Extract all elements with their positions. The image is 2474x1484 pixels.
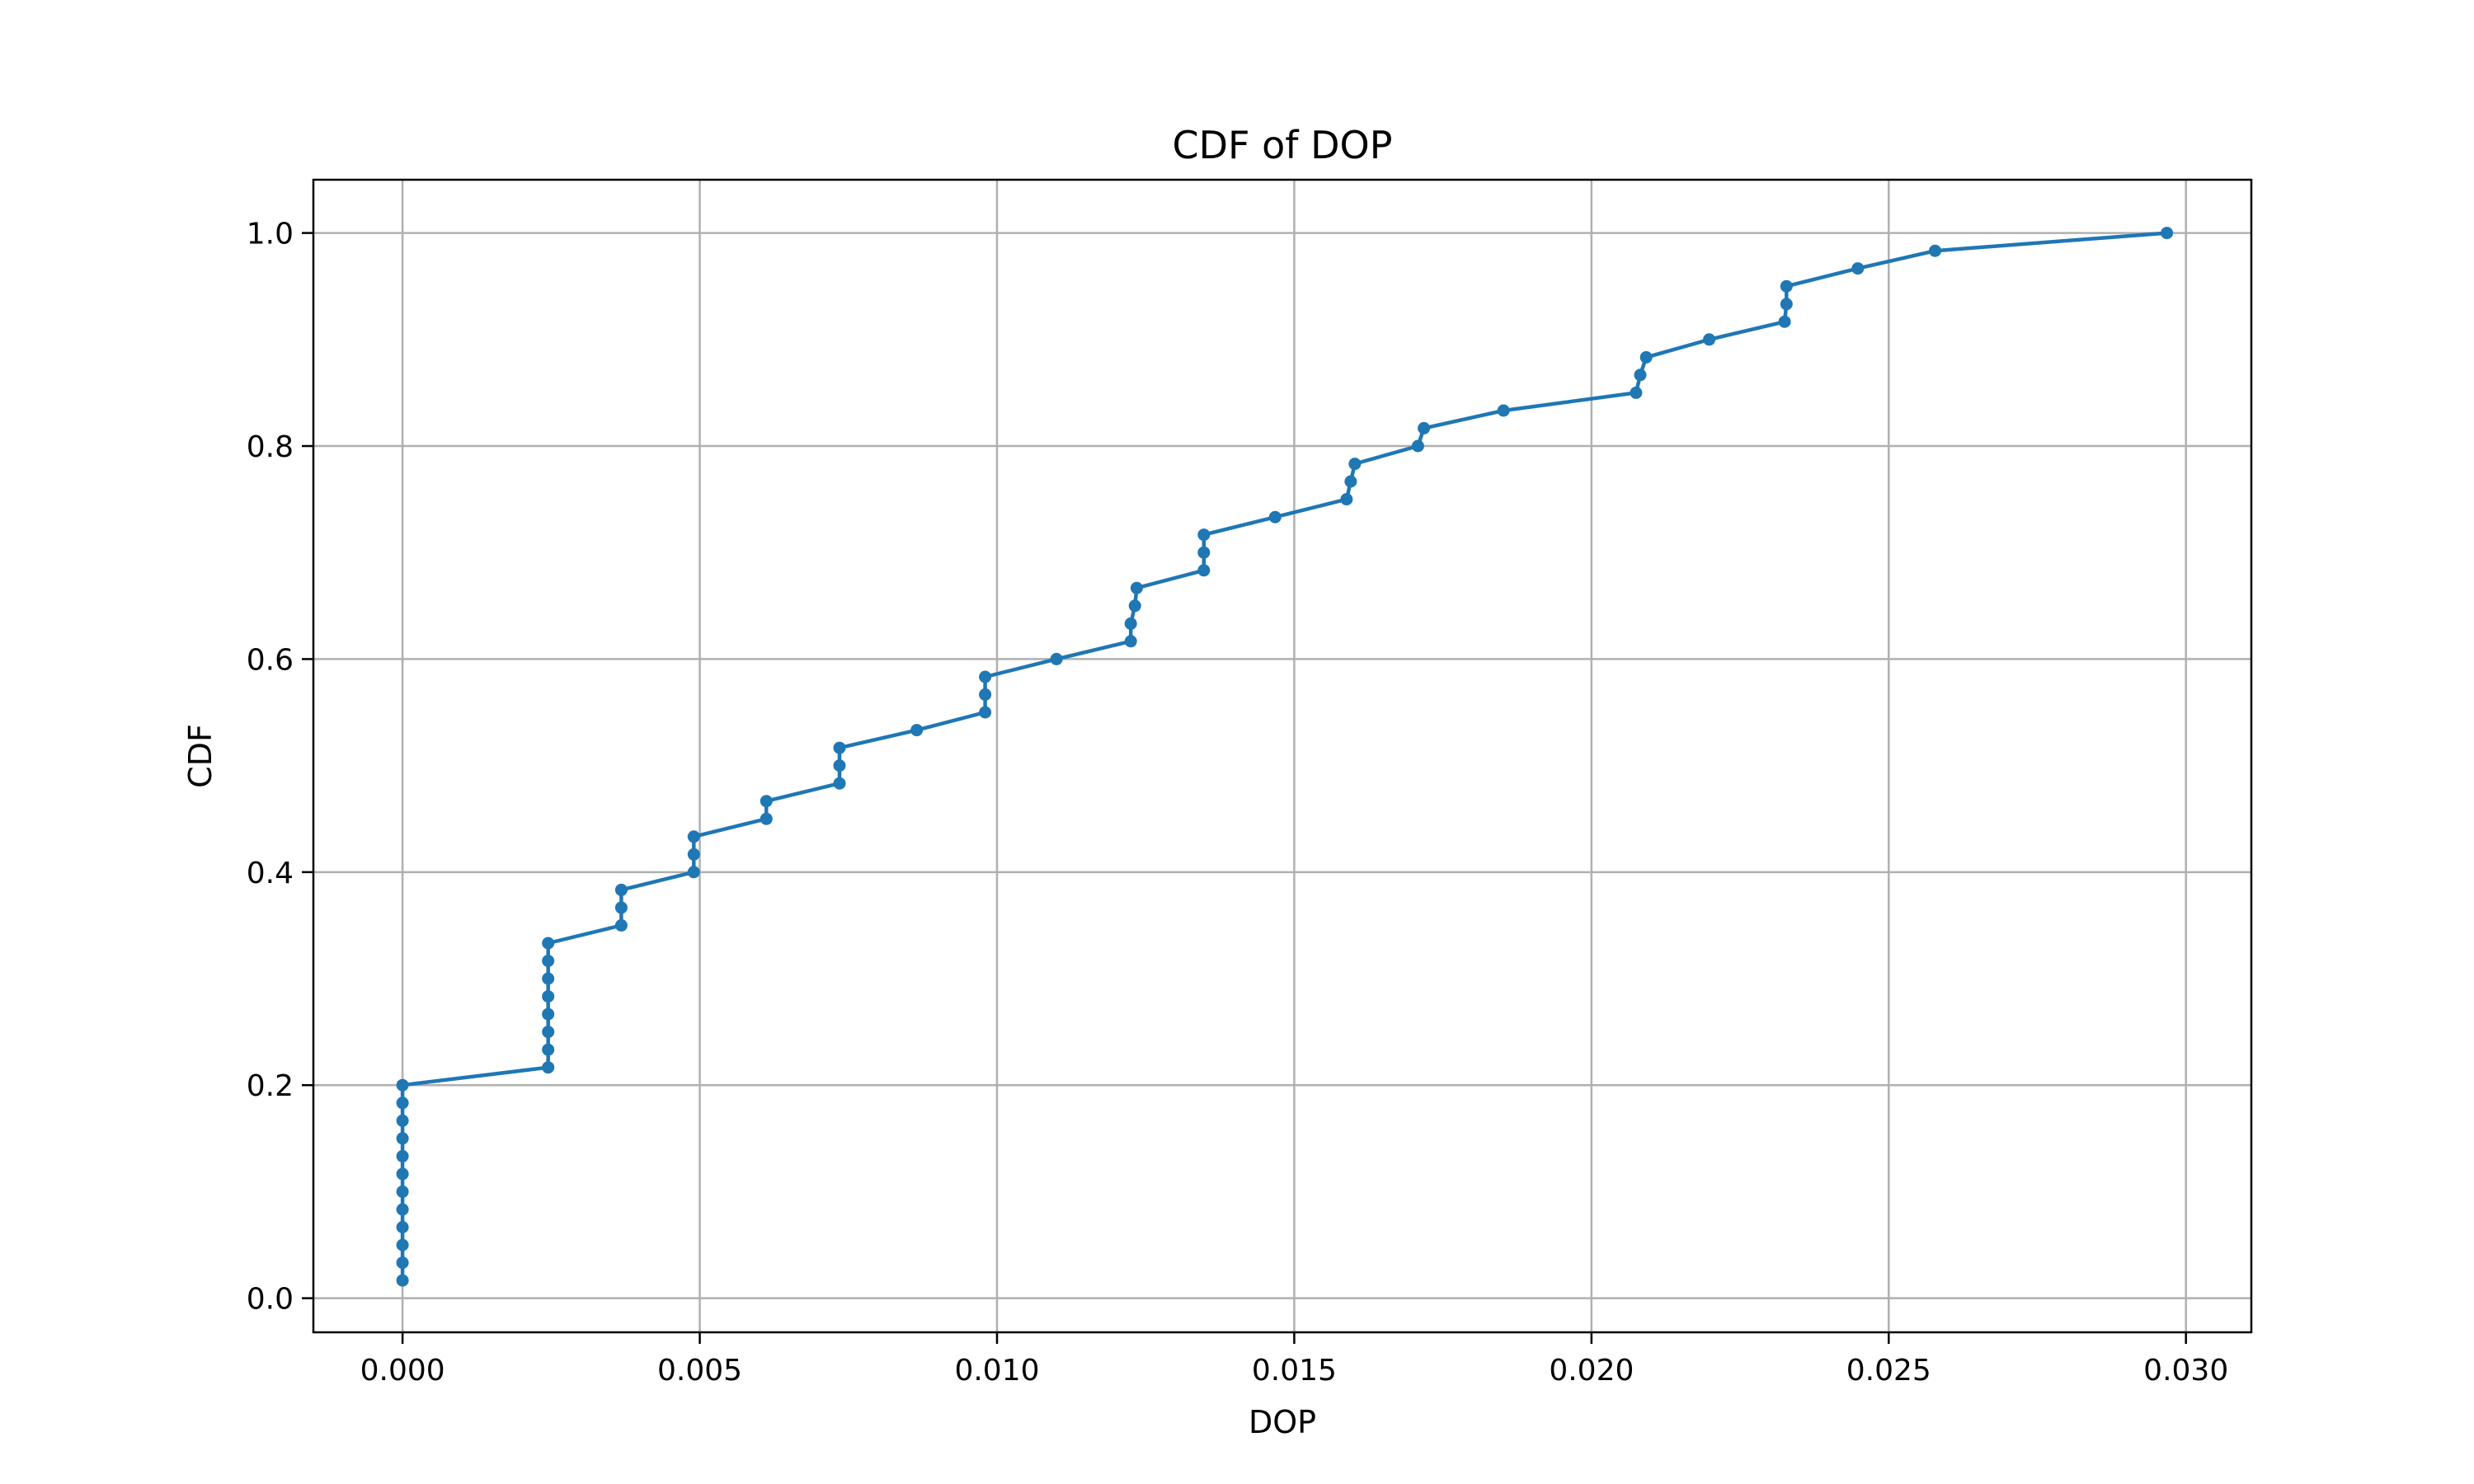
x-tick-label: 0.010 [954,1354,1039,1388]
cdf-data-point [542,972,555,985]
x-tick-label: 0.030 [2143,1354,2228,1388]
cdf-data-point [910,724,924,737]
cdf-data-point [1780,279,1793,293]
cdf-data-point [614,918,628,932]
cdf-data-point [1634,369,1647,382]
cdf-data-point [396,1078,409,1092]
cdf-data-point [1124,617,1137,630]
y-tick-label: 0.4 [247,857,294,890]
cdf-data-point [833,759,846,773]
cdf-data-point [1050,652,1063,665]
cdf-data-point [542,937,555,950]
cdf-data-point [979,706,992,719]
cdf-data-point [1778,315,1791,328]
tick-layer: 0.000 0.005 0.010 0.015 0.020 0.025 0.030 0.0 0.… [247,218,2229,1388]
cdf-data-point [1197,564,1211,577]
cdf-data-point [396,1221,409,1233]
cdf-data-point [1197,546,1211,559]
cdf-data-point [1340,493,1353,506]
cdf-data-point [396,1097,409,1110]
cdf-data-point [1639,350,1653,364]
cdf-data-point [1344,475,1357,488]
cdf-data-point [1128,599,1141,613]
cdf-data-point [1411,439,1424,453]
cdf-data-point [396,1256,409,1270]
y-tick-label: 0.0 [247,1283,294,1317]
cdf-series-line [400,231,2167,1281]
x-tick-label: 0.005 [657,1354,742,1388]
cdf-data-point [542,1007,555,1021]
cdf-data-point [687,866,700,879]
y-tick-label: 0.6 [247,643,294,677]
plot-frame [312,178,2253,1334]
x-tick-label: 0.000 [360,1354,445,1388]
cdf-data-point [1124,635,1137,648]
cdf-data-point [1268,510,1282,524]
cdf-data-point [760,795,773,808]
x-tick-label: 0.020 [1549,1354,1634,1388]
y-tick-label: 0.8 [247,430,294,464]
cdf-data-point [833,777,846,790]
cdf-data-point [1348,458,1362,471]
cdf-data-point [396,1132,409,1145]
chart-title: CDF of DOP [1173,123,1393,167]
cdf-data-point [1851,262,1865,275]
cdf-data-point [396,1149,409,1162]
cdf-data-point [1418,421,1431,434]
cdf-data-point [542,1061,555,1074]
cdf-data-point [979,688,992,701]
x-tick-label: 0.025 [1846,1354,1931,1388]
cdf-data-point [1197,528,1211,542]
cdf-data-point [1630,386,1643,399]
cdf-data-point [1780,298,1793,311]
y-tick-label: 1.0 [247,218,294,251]
cdf-data-point [979,670,992,683]
cdf-data-point [542,955,555,967]
y-tick-label: 0.2 [247,1069,294,1103]
x-axis-label: DOP [1249,1404,1316,1440]
cdf-data-point [396,1185,409,1198]
cdf-data-point [396,1114,409,1127]
cdf-data-point [542,1026,555,1039]
cdf-data-point [614,901,628,914]
cdf-data-point [760,812,773,825]
cdf-data-point [396,1238,409,1252]
cdf-data-point [833,741,846,754]
cdf-data-point [687,830,700,843]
cdf-data-point [1703,333,1716,346]
cdf-data-point [1929,244,1941,257]
cdf-data-point [542,1043,555,1056]
cdf-data-point [614,883,628,896]
series-layer [396,227,2174,1287]
y-axis-label: CDF [182,724,219,788]
x-tick-label: 0.015 [1252,1354,1337,1388]
cdf-data-point [396,1167,409,1181]
cdf-data-point [396,1203,409,1216]
cdf-data-point [1497,404,1510,417]
cdf-data-point [2161,227,2174,240]
cdf-data-point [687,848,700,861]
cdf-data-point [396,1274,409,1287]
grid-layer [313,180,2251,1332]
cdf-data-point [542,990,555,1003]
cdf-data-point [1130,581,1143,594]
